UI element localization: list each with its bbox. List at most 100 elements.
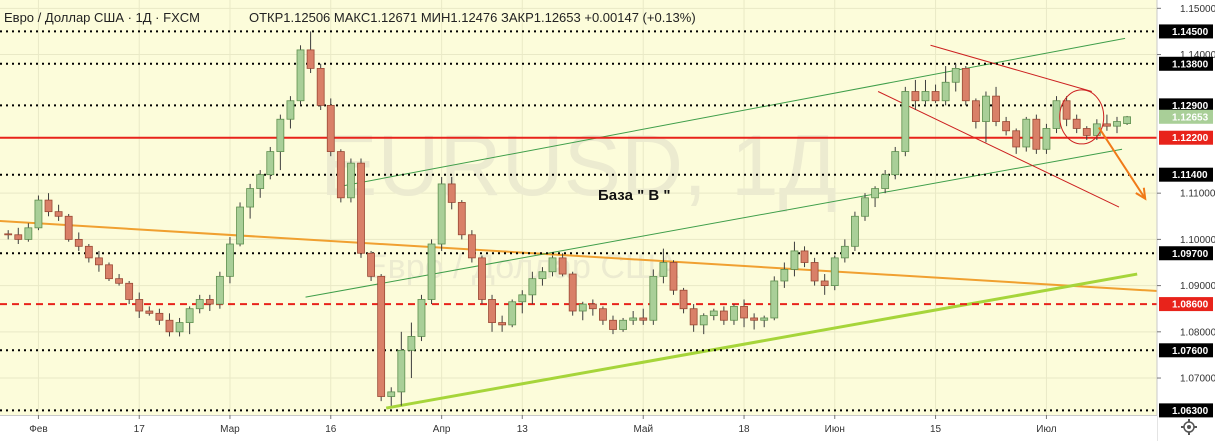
candle-body bbox=[236, 206, 244, 245]
candle-bullish bbox=[790, 241, 799, 277]
date-tick-label: 16 bbox=[325, 424, 337, 435]
candle-body bbox=[961, 67, 970, 102]
candle-body bbox=[115, 278, 123, 284]
candle-bullish bbox=[286, 96, 295, 129]
candle-bearish bbox=[165, 313, 174, 337]
candle-bullish bbox=[709, 308, 718, 321]
candle-bearish bbox=[1002, 116, 1011, 136]
candle-bullish bbox=[891, 146, 900, 180]
candle-body bbox=[840, 245, 849, 259]
candle-body bbox=[750, 317, 759, 321]
level-label-1.14500-box bbox=[1159, 24, 1213, 39]
candle-bearish bbox=[64, 213, 73, 242]
candle-body bbox=[508, 301, 517, 326]
candle-body bbox=[770, 280, 779, 319]
candle-bullish bbox=[901, 86, 910, 157]
last-price-label-box bbox=[1159, 109, 1213, 124]
settings-gear-icon[interactable] bbox=[1181, 419, 1197, 435]
level-label-1.12200-box bbox=[1159, 130, 1213, 145]
candle-body bbox=[629, 317, 638, 321]
candle-body bbox=[64, 215, 73, 240]
candles bbox=[4, 31, 1131, 406]
candle-body bbox=[689, 308, 698, 326]
candle-bullish bbox=[1052, 96, 1061, 134]
candle-bearish bbox=[447, 176, 456, 210]
candle-bearish bbox=[326, 98, 335, 157]
candle-body bbox=[911, 91, 920, 102]
watermark: EURUSD, 1Д Евро / Доллар США bbox=[320, 118, 837, 286]
candle-body bbox=[578, 303, 587, 312]
forecast-arrow-head bbox=[1135, 187, 1147, 201]
candle-bearish bbox=[316, 63, 325, 110]
candle-bearish bbox=[14, 227, 23, 245]
candle-body bbox=[387, 391, 396, 397]
candle-body bbox=[306, 49, 315, 69]
candle-bearish bbox=[115, 274, 123, 286]
candle-bullish bbox=[1113, 116, 1121, 134]
candle-bearish bbox=[971, 98, 980, 129]
price-tick-label: 1.09000 bbox=[1180, 281, 1215, 292]
red-channel-lower bbox=[877, 91, 1120, 208]
candle-body bbox=[1022, 118, 1031, 148]
candle-body bbox=[1012, 130, 1021, 148]
candle-bullish bbox=[730, 304, 738, 325]
time-axis[interactable]: Фев 17 Мар 16 Апр 13 Май 18 Июн 15 Июл bbox=[0, 415, 1157, 441]
candle-body bbox=[1113, 121, 1121, 127]
candle-bearish bbox=[306, 31, 315, 74]
candle-body bbox=[84, 245, 93, 259]
candle-body bbox=[256, 174, 265, 189]
candle-body bbox=[800, 250, 809, 263]
candle-body bbox=[891, 151, 900, 176]
candle-bullish bbox=[296, 45, 305, 106]
level-label-1.12200: 1.12200 bbox=[1172, 133, 1209, 144]
candle-body bbox=[155, 312, 164, 321]
candle-bearish bbox=[1082, 126, 1091, 141]
candle-body bbox=[719, 310, 728, 321]
candle-body bbox=[175, 322, 184, 333]
price-grid bbox=[0, 0, 1157, 415]
candle-body bbox=[34, 199, 43, 229]
candle-bullish bbox=[226, 237, 234, 284]
candle-bearish bbox=[135, 292, 144, 318]
candle-bearish bbox=[1103, 114, 1111, 131]
candle-bearish bbox=[740, 299, 748, 328]
date-tick-label: 13 bbox=[517, 424, 529, 435]
level-lines bbox=[0, 30, 1157, 412]
highlight-ellipse bbox=[1059, 89, 1105, 145]
candle-bearish bbox=[336, 149, 345, 203]
candle-bullish bbox=[518, 290, 527, 314]
candle-body bbox=[14, 234, 23, 240]
candle-bearish bbox=[689, 304, 698, 332]
candle-body bbox=[54, 211, 63, 217]
candle-bullish bbox=[921, 79, 930, 106]
candle-bullish bbox=[215, 271, 224, 309]
date-tick-label: Мар bbox=[220, 424, 240, 435]
price-axis[interactable]: 1.15000 1.14000 1.11000 1.10000 1.09000 1.080… bbox=[1156, 0, 1215, 441]
candle-body bbox=[982, 95, 990, 122]
candle-body bbox=[488, 299, 496, 323]
candle-bearish bbox=[750, 313, 759, 330]
candle-body bbox=[467, 234, 476, 259]
candle-body bbox=[1072, 118, 1081, 129]
chart-header: Евро / Доллар США · 1Д · FXCM ОТКР1.1250… bbox=[4, 10, 696, 25]
candle-bearish bbox=[488, 294, 496, 332]
candle-bearish bbox=[599, 306, 607, 325]
candle-bearish bbox=[639, 308, 648, 325]
candle-bullish bbox=[24, 223, 33, 242]
candle-body bbox=[1032, 118, 1041, 150]
price-tick-label: 1.11000 bbox=[1180, 189, 1215, 200]
candle-bearish bbox=[357, 158, 365, 258]
candle-bearish bbox=[4, 230, 13, 240]
candle-bearish bbox=[609, 315, 617, 335]
candle-body bbox=[568, 273, 577, 312]
candle-bearish bbox=[367, 250, 375, 281]
candle-body bbox=[417, 299, 426, 337]
price-tick-label: 1.15000 bbox=[1180, 4, 1215, 15]
candle-body bbox=[457, 202, 466, 236]
date-tick-label: Фев bbox=[29, 424, 47, 435]
candle-body bbox=[901, 91, 910, 152]
level-label-1.06300: 1.06300 bbox=[1172, 406, 1209, 417]
candle-bearish bbox=[145, 306, 154, 316]
